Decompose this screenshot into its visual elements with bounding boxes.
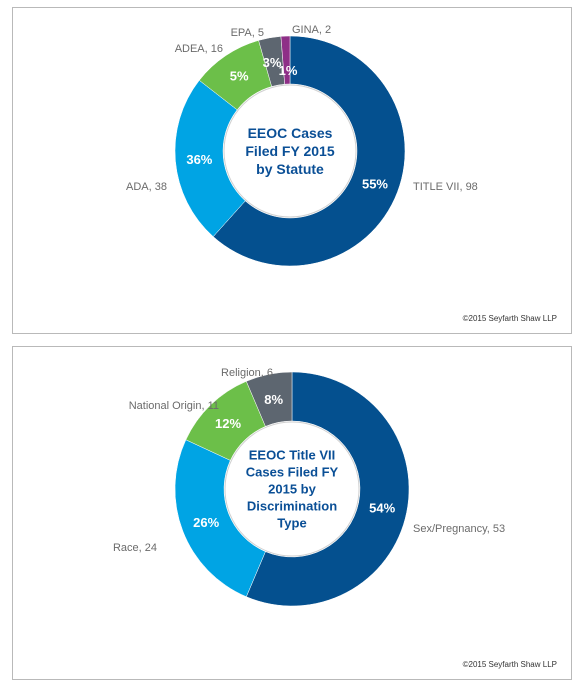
slice-category-label: ADA, 38 <box>126 181 167 193</box>
slice-percent-label: 12% <box>215 416 241 431</box>
slice-percent-label: 54% <box>369 500 395 515</box>
slice-percent-label: 36% <box>186 152 212 167</box>
chart-title-line: by Statute <box>256 161 324 177</box>
chart-title-line: Type <box>277 516 306 531</box>
chart-title-line: Discrimination <box>247 499 337 514</box>
slice-category-label: EPA, 5 <box>231 27 264 39</box>
slice-percent-label: 3% <box>263 55 282 70</box>
donut-center <box>224 421 360 557</box>
copyright-text: ©2015 Seyfarth Shaw LLP <box>462 660 557 669</box>
slice-category-label: GINA, 2 <box>292 24 331 36</box>
slice-category-label: Race, 24 <box>113 542 157 554</box>
donut-slice-religion <box>245 371 293 427</box>
slice-percent-label: 8% <box>264 392 283 407</box>
donut-slice-gina <box>280 35 291 85</box>
slice-percent-label: 1% <box>279 63 298 78</box>
donut-slice-sex-pregnancy <box>245 371 410 607</box>
slice-category-label: Religion, 6 <box>221 367 273 379</box>
donut-center <box>223 84 357 218</box>
slice-category-label: ADEA, 16 <box>175 43 223 55</box>
chart-title-line: EEOC Title VII <box>249 448 335 463</box>
donut-slice-title-vii <box>212 35 406 267</box>
copyright-text: ©2015 Seyfarth Shaw LLP <box>462 314 557 323</box>
chart-title-line: 2015 by <box>268 482 316 497</box>
donut-slice-ada <box>174 79 246 237</box>
donut-chart-statute: 55% TITLE VII, 98 36% ADA, 38 5% ADEA, 16 3% EP… <box>126 24 478 267</box>
slice-category-label: National Origin, 11 <box>129 400 219 412</box>
donut-chart-discrimination-type: 54% Sex/Pregnancy, 53 26% Race, 24 12% Nation… <box>113 367 505 607</box>
slice-percent-label: 5% <box>230 69 249 84</box>
slice-category-label: Sex/Pregnancy, 53 <box>413 523 505 535</box>
slice-category-label: TITLE VII, 98 <box>413 181 478 193</box>
slice-percent-label: 55% <box>362 177 388 192</box>
chart-panel-discrimination-type: 54% Sex/Pregnancy, 53 26% Race, 24 12% Nation… <box>12 346 572 680</box>
chart-title-line: EEOC Cases <box>248 125 333 141</box>
chart-title-line: Filed FY 2015 <box>245 143 334 159</box>
chart-panel-statute: 55% TITLE VII, 98 36% ADA, 38 5% ADEA, 16 3% EP… <box>12 7 572 334</box>
chart-title-line: Cases Filed FY <box>246 465 339 480</box>
slice-percent-label: 26% <box>193 515 219 530</box>
donut-slice-race <box>174 439 266 598</box>
